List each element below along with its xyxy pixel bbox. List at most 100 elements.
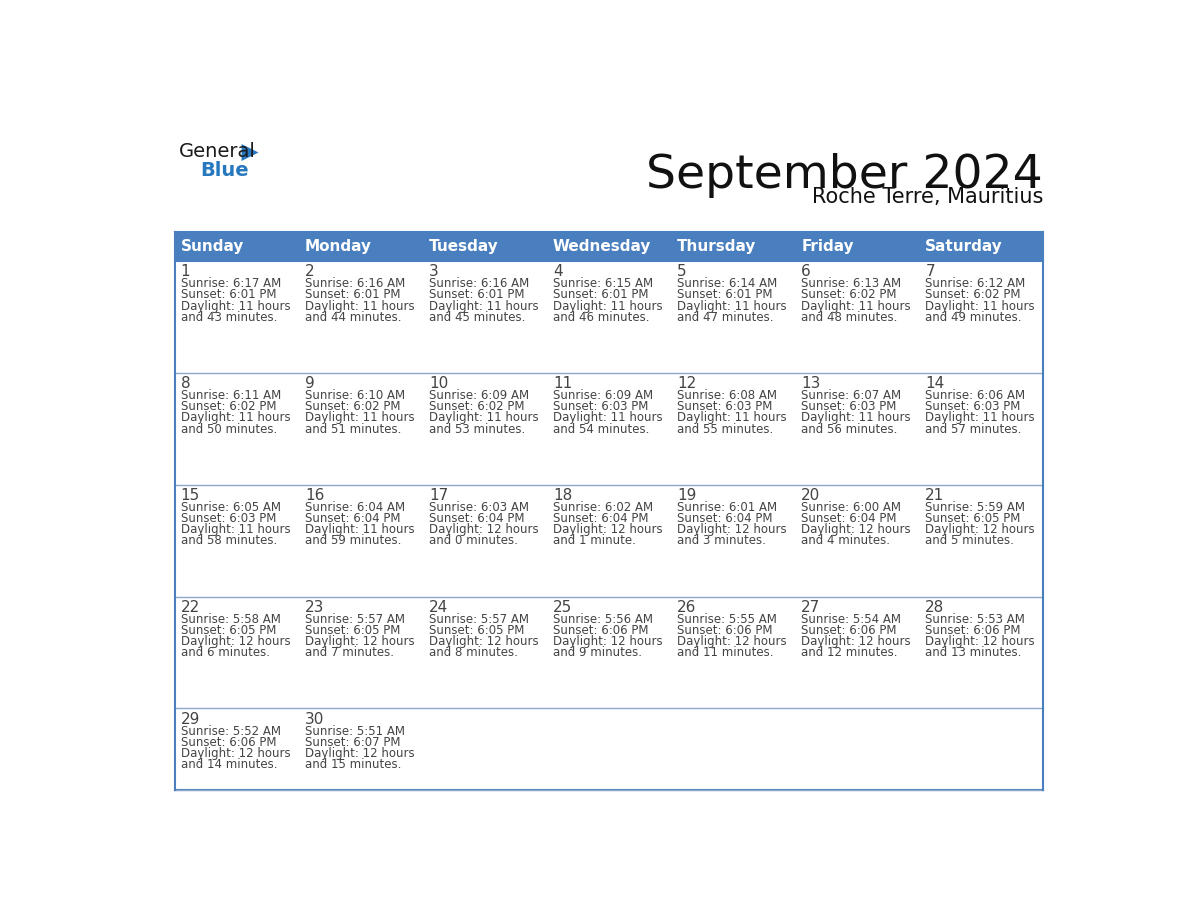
Text: 20: 20 [801, 487, 821, 503]
Text: Daylight: 11 hours: Daylight: 11 hours [677, 411, 786, 424]
Bar [298, 597, 423, 709]
Bar [671, 373, 795, 485]
Text: Sunset: 6:02 PM: Sunset: 6:02 PM [801, 288, 897, 301]
Text: Sunset: 6:04 PM: Sunset: 6:04 PM [305, 512, 400, 525]
Text: Sunrise: 6:11 AM: Sunrise: 6:11 AM [181, 389, 282, 402]
Text: Sunset: 6:01 PM: Sunset: 6:01 PM [552, 288, 649, 301]
Bar [298, 485, 423, 597]
Text: and 51 minutes.: and 51 minutes. [305, 422, 402, 435]
Text: Sunrise: 6:04 AM: Sunrise: 6:04 AM [305, 501, 405, 514]
Text: Sunrise: 6:09 AM: Sunrise: 6:09 AM [552, 389, 653, 402]
Bar [298, 709, 423, 790]
Text: 29: 29 [181, 711, 200, 726]
Text: 13: 13 [801, 376, 821, 391]
Text: Sunset: 6:05 PM: Sunset: 6:05 PM [925, 512, 1020, 525]
Text: Daylight: 12 hours: Daylight: 12 hours [552, 635, 663, 648]
Bar [795, 373, 920, 485]
Text: 27: 27 [801, 599, 821, 615]
Text: and 46 minutes.: and 46 minutes. [552, 311, 650, 324]
Text: Sunset: 6:02 PM: Sunset: 6:02 PM [305, 400, 400, 413]
Text: Daylight: 12 hours: Daylight: 12 hours [925, 523, 1035, 536]
Text: Sunrise: 6:15 AM: Sunrise: 6:15 AM [552, 277, 653, 290]
Text: Sunrise: 6:12 AM: Sunrise: 6:12 AM [925, 277, 1025, 290]
Bar [423, 373, 546, 485]
Text: Sunrise: 5:54 AM: Sunrise: 5:54 AM [801, 612, 902, 626]
Text: September 2024: September 2024 [646, 152, 1043, 197]
Text: 23: 23 [305, 599, 324, 615]
Text: Sunset: 6:03 PM: Sunset: 6:03 PM [181, 512, 276, 525]
Text: Wednesday: Wednesday [552, 239, 651, 254]
Text: Sunrise: 5:55 AM: Sunrise: 5:55 AM [677, 612, 777, 626]
Text: Daylight: 11 hours: Daylight: 11 hours [305, 523, 415, 536]
Text: 17: 17 [429, 487, 448, 503]
Text: Sunset: 6:06 PM: Sunset: 6:06 PM [181, 735, 277, 749]
Text: 14: 14 [925, 376, 944, 391]
Text: Sunset: 6:05 PM: Sunset: 6:05 PM [305, 624, 400, 637]
Text: and 48 minutes.: and 48 minutes. [801, 311, 898, 324]
Text: and 45 minutes.: and 45 minutes. [429, 311, 525, 324]
Text: Sunset: 6:06 PM: Sunset: 6:06 PM [677, 624, 772, 637]
Text: and 55 minutes.: and 55 minutes. [677, 422, 773, 435]
Text: 11: 11 [552, 376, 573, 391]
Bar [423, 709, 546, 790]
Bar [795, 485, 920, 597]
Text: Sunset: 6:06 PM: Sunset: 6:06 PM [552, 624, 649, 637]
Text: Daylight: 12 hours: Daylight: 12 hours [429, 635, 538, 648]
Text: Daylight: 12 hours: Daylight: 12 hours [552, 523, 663, 536]
Text: Sunset: 6:06 PM: Sunset: 6:06 PM [925, 624, 1020, 637]
Text: 4: 4 [552, 264, 563, 279]
Text: and 54 minutes.: and 54 minutes. [552, 422, 650, 435]
Text: Daylight: 12 hours: Daylight: 12 hours [305, 635, 415, 648]
Text: Roche Terre, Mauritius: Roche Terre, Mauritius [811, 187, 1043, 207]
Bar [920, 597, 1043, 709]
Text: and 4 minutes.: and 4 minutes. [801, 534, 890, 547]
Polygon shape [241, 144, 259, 161]
Text: and 14 minutes.: and 14 minutes. [181, 758, 277, 771]
Bar [795, 597, 920, 709]
Text: 19: 19 [677, 487, 696, 503]
Text: and 15 minutes.: and 15 minutes. [305, 758, 402, 771]
Bar [298, 232, 423, 261]
Text: Daylight: 12 hours: Daylight: 12 hours [181, 635, 290, 648]
Text: Sunset: 6:03 PM: Sunset: 6:03 PM [677, 400, 772, 413]
Bar [920, 232, 1043, 261]
Text: Sunrise: 6:03 AM: Sunrise: 6:03 AM [429, 501, 529, 514]
Text: Monday: Monday [305, 239, 372, 254]
Text: Daylight: 11 hours: Daylight: 11 hours [181, 523, 290, 536]
Bar [671, 709, 795, 790]
Bar [175, 709, 298, 790]
Text: and 59 minutes.: and 59 minutes. [305, 534, 402, 547]
Text: Daylight: 12 hours: Daylight: 12 hours [429, 523, 538, 536]
Text: 8: 8 [181, 376, 190, 391]
Text: Daylight: 11 hours: Daylight: 11 hours [801, 411, 911, 424]
Text: Sunrise: 6:07 AM: Sunrise: 6:07 AM [801, 389, 902, 402]
Text: Sunrise: 6:05 AM: Sunrise: 6:05 AM [181, 501, 280, 514]
Bar [795, 709, 920, 790]
Text: 25: 25 [552, 599, 573, 615]
Text: Sunrise: 5:57 AM: Sunrise: 5:57 AM [429, 612, 529, 626]
Text: 28: 28 [925, 599, 944, 615]
Text: Daylight: 11 hours: Daylight: 11 hours [181, 299, 290, 313]
Bar [175, 597, 298, 709]
Text: Daylight: 11 hours: Daylight: 11 hours [305, 299, 415, 313]
Text: 24: 24 [429, 599, 448, 615]
Text: Daylight: 11 hours: Daylight: 11 hours [677, 299, 786, 313]
Text: Sunset: 6:01 PM: Sunset: 6:01 PM [429, 288, 524, 301]
Text: Sunrise: 6:14 AM: Sunrise: 6:14 AM [677, 277, 777, 290]
Text: Sunset: 6:03 PM: Sunset: 6:03 PM [552, 400, 649, 413]
Bar [423, 261, 546, 373]
Text: 18: 18 [552, 487, 573, 503]
Text: and 9 minutes.: and 9 minutes. [552, 646, 642, 659]
Text: Daylight: 11 hours: Daylight: 11 hours [181, 411, 290, 424]
Bar [298, 261, 423, 373]
Text: 16: 16 [305, 487, 324, 503]
Bar [671, 485, 795, 597]
Bar [795, 261, 920, 373]
Text: Sunrise: 5:56 AM: Sunrise: 5:56 AM [552, 612, 653, 626]
Text: 9: 9 [305, 376, 315, 391]
Text: and 50 minutes.: and 50 minutes. [181, 422, 277, 435]
Bar [795, 232, 920, 261]
Text: Sunrise: 6:17 AM: Sunrise: 6:17 AM [181, 277, 282, 290]
Text: Daylight: 11 hours: Daylight: 11 hours [552, 299, 663, 313]
Text: Sunrise: 6:02 AM: Sunrise: 6:02 AM [552, 501, 653, 514]
